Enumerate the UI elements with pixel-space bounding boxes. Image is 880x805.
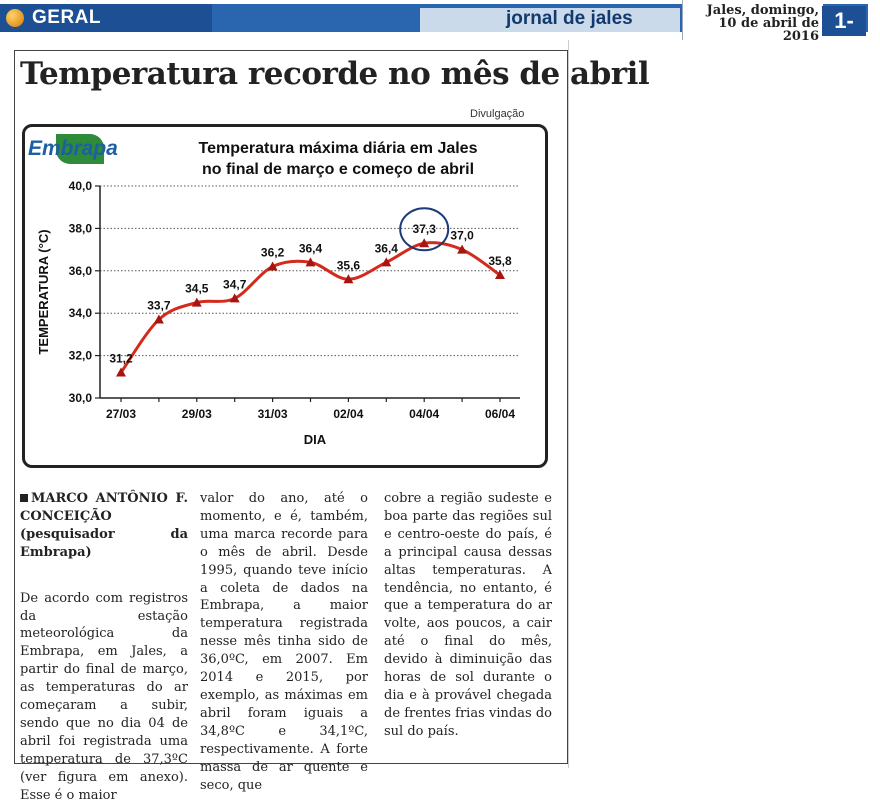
data-point-marker	[381, 257, 392, 267]
y-tick-label: 40,0	[69, 179, 93, 193]
data-value-label: 36,4	[299, 241, 323, 255]
data-point-marker	[191, 297, 202, 307]
data-value-label: 35,8	[488, 254, 512, 268]
photo-credit: Divulgação	[470, 108, 525, 120]
temperature-line-chart: 30,0 32,0 34,0 36,0 38,0 40,0 27/03 29/03 31/03 0…	[36, 179, 520, 447]
bullet-square-icon	[20, 494, 28, 502]
x-tick-label: 04/04	[409, 407, 439, 421]
author-name: MARCO ANTÔNIO F. CONCEIÇÃO (pesquisador …	[20, 491, 188, 560]
data-point-marker	[343, 274, 354, 284]
column-rule	[568, 40, 569, 768]
data-value-label: 36,2	[261, 246, 285, 260]
data-point-marker	[305, 257, 316, 267]
y-tick-label: 38,0	[69, 221, 93, 235]
data-value-label: 34,7	[223, 277, 247, 291]
record-highlight-circle	[399, 207, 450, 252]
article-column-2: valor do ano, até o momento, e é, também…	[200, 490, 368, 794]
data-value-label: 34,5	[185, 282, 209, 296]
section-band	[0, 4, 212, 32]
column-3-text: cobre a região sudeste e boa parte das r…	[384, 491, 552, 739]
author-byline: MARCO ANTÔNIO F. CONCEIÇÃO (pesquisador …	[20, 490, 188, 562]
data-value-label: 37,3	[413, 222, 437, 236]
x-tick-label: 29/03	[182, 407, 212, 421]
page-number: 1-07	[822, 6, 866, 63]
section-logo-icon	[6, 9, 24, 27]
data-value-label: 37,0	[450, 229, 474, 243]
issue-date: Jales, domingo, 10 de abril de 2016	[683, 4, 819, 43]
article-column-3: cobre a região sudeste e boa parte das r…	[384, 490, 552, 741]
column-2-text: valor do ano, até o momento, e é, também…	[200, 491, 368, 793]
chart-title-line2: no final de março e começo de abril	[201, 161, 475, 178]
data-point-marker	[153, 314, 164, 324]
column-1-text: De acordo com registros da estação meteo…	[20, 590, 188, 803]
data-point-marker	[267, 261, 278, 271]
article-frame	[14, 50, 568, 764]
data-value-label: 36,4	[375, 241, 399, 255]
issue-date-line1: Jales, domingo,	[706, 3, 819, 18]
y-tick-label: 30,0	[69, 391, 93, 405]
newspaper-band	[420, 8, 680, 32]
y-axis-label: TEMPERATURA (°C)	[36, 229, 51, 354]
data-point-marker	[495, 270, 505, 280]
y-tick-label: 32,0	[69, 349, 93, 363]
data-point-marker	[419, 238, 430, 248]
x-tick-label: 06/04	[485, 407, 515, 421]
x-tick-label: 31/03	[258, 407, 288, 421]
article-column-1: MARCO ANTÔNIO F. CONCEIÇÃO (pesquisador …	[20, 490, 188, 805]
x-axis-label: DIA	[304, 432, 327, 447]
embrapa-logo: Embrapa	[28, 134, 124, 166]
y-tick-label: 34,0	[69, 306, 93, 320]
issue-date-line2: 10 de abril de 2016	[718, 16, 819, 44]
x-tick-label: 02/04	[333, 407, 363, 421]
headline: Temperatura recorde no mês de abril	[20, 56, 650, 92]
chart-frame	[22, 124, 548, 468]
chart-title-line1: Temperatura máxima diária em Jales	[198, 140, 478, 157]
data-point-marker	[229, 293, 240, 303]
section-name: GERAL	[32, 7, 101, 28]
data-point-marker	[457, 244, 468, 254]
data-value-label: 31,2	[109, 352, 133, 366]
data-value-label: 35,6	[337, 258, 361, 272]
embrapa-logo-leaf-icon	[56, 134, 104, 164]
embrapa-logo-text: Embrapa	[28, 137, 118, 160]
data-value-label: 33,7	[147, 299, 171, 313]
newspaper-name: jornal de jales	[506, 8, 633, 29]
x-tick-label: 27/03	[106, 407, 136, 421]
data-point-marker	[116, 367, 126, 377]
date-box: Jales, domingo, 10 de abril de 2016	[682, 0, 823, 43]
chart-title: Temperatura máxima diária em Jales no fi…	[150, 138, 526, 180]
y-tick-label: 36,0	[69, 264, 93, 278]
